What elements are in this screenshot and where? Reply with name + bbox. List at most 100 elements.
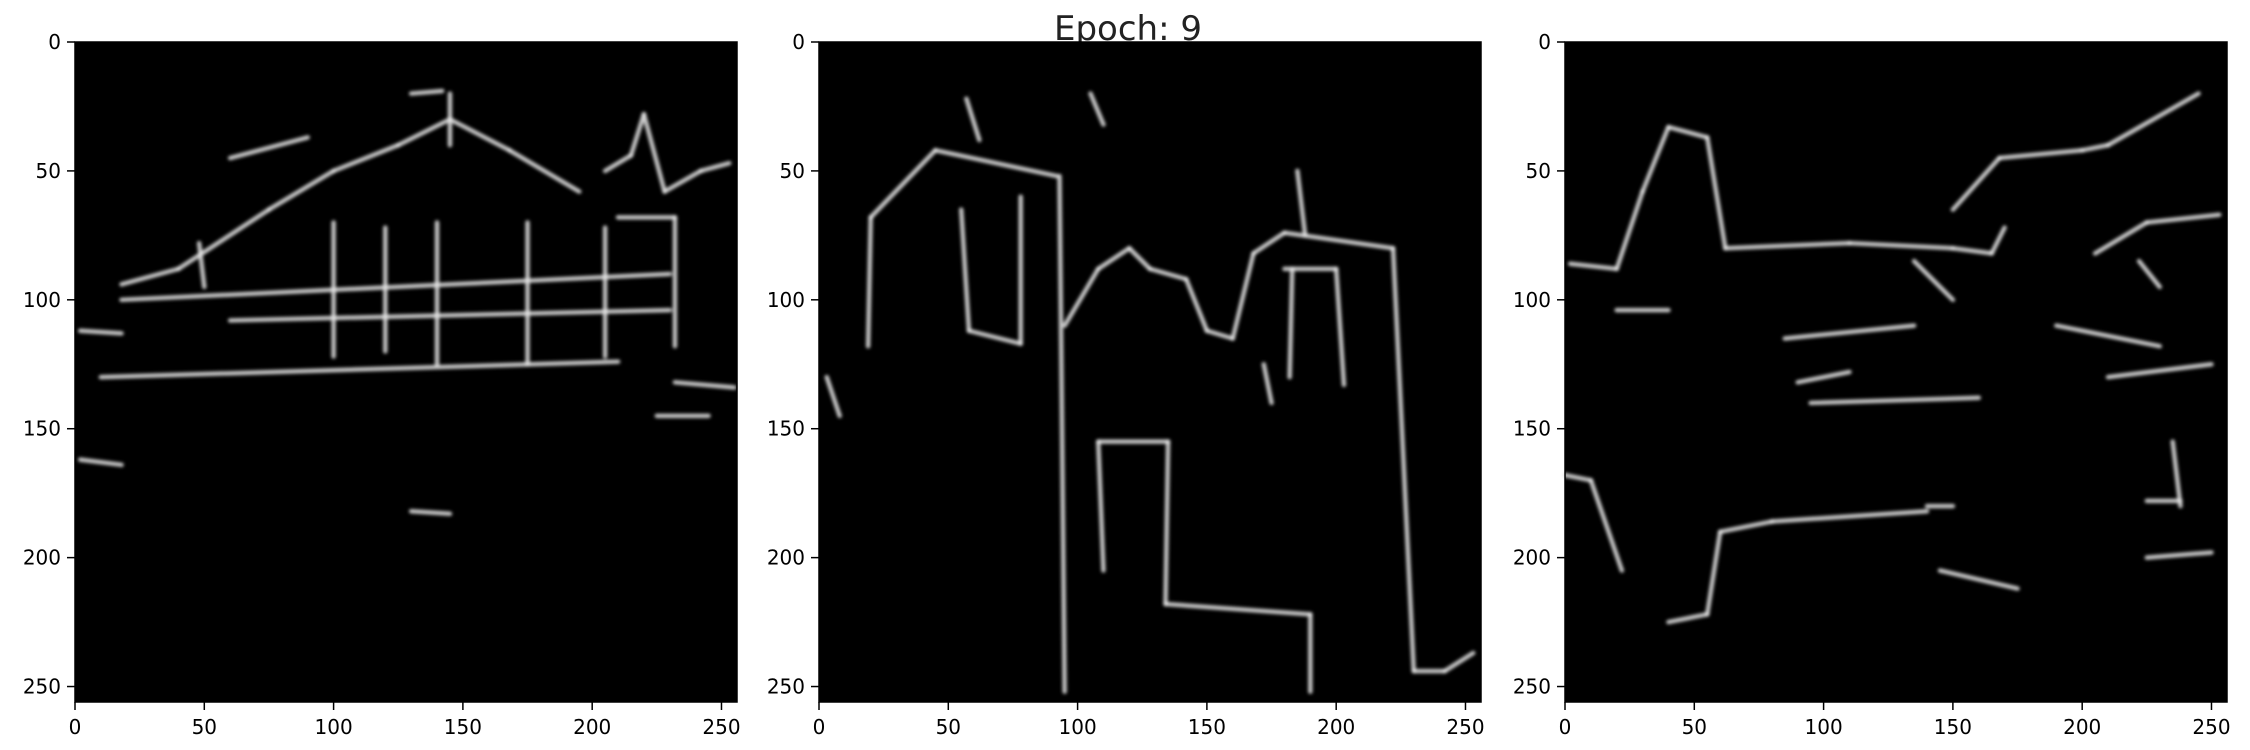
edge-segment xyxy=(1333,266,1347,388)
edge-segment xyxy=(964,96,982,143)
y-tick-label: 250 xyxy=(767,675,805,699)
edge-segment xyxy=(1717,519,1775,535)
edge-layer xyxy=(1562,91,2222,625)
edge-segment xyxy=(1997,148,2085,161)
edge-segment xyxy=(395,117,453,148)
edge-segment xyxy=(2054,323,2163,349)
y-tick-label: 50 xyxy=(36,159,61,183)
edge-segment xyxy=(1088,91,1106,127)
edge-segment xyxy=(1251,230,1287,256)
x-tick-label: 50 xyxy=(192,715,217,739)
edge-segment xyxy=(1614,189,1645,272)
image-area xyxy=(819,42,1481,702)
edge-segment xyxy=(1640,124,1671,194)
edge-segment xyxy=(1704,529,1723,617)
y-tick-label: 250 xyxy=(1513,675,1551,699)
edge-segment xyxy=(1287,266,1295,380)
y-tick-label: 150 xyxy=(23,417,61,441)
edge-segment xyxy=(1163,439,1171,607)
x-tick-label: 50 xyxy=(1682,715,1707,739)
edge-segment xyxy=(2105,362,2214,380)
edge-segment xyxy=(824,374,842,419)
edge-segment xyxy=(1666,124,1710,140)
edge-segment xyxy=(602,153,634,174)
edge-segment xyxy=(1282,230,1396,251)
edge-segment xyxy=(227,135,310,161)
edge-segment xyxy=(408,508,453,517)
edge-segment xyxy=(641,111,667,194)
edge-segment xyxy=(1808,395,1981,406)
edge-segment xyxy=(1704,135,1728,251)
x-tick-label: 0 xyxy=(813,715,826,739)
y-axis: 0 50 100 150 200 250 xyxy=(23,30,75,699)
edge-segment xyxy=(1057,173,1067,694)
y-tick-label: 100 xyxy=(767,288,805,312)
edge-segment xyxy=(1950,155,2002,212)
edge-segment xyxy=(331,142,401,174)
edge-segment xyxy=(868,148,938,220)
edge-segment xyxy=(1782,323,1917,341)
edge-segment xyxy=(176,207,272,272)
edge-segment xyxy=(1847,240,1956,251)
x-axis: 0 50 100 150 200 250 xyxy=(69,702,741,739)
edge-segment xyxy=(1096,439,1106,573)
y-tick-label: 0 xyxy=(1538,30,1551,54)
edge-segment xyxy=(1295,168,1308,238)
axes-frame xyxy=(818,41,1482,703)
x-tick-label: 150 xyxy=(1188,715,1226,739)
x-tick-label: 250 xyxy=(1446,715,1484,739)
edge-segment xyxy=(1261,362,1274,406)
edge-segment xyxy=(1096,246,1132,272)
edge-segment xyxy=(1562,472,1594,483)
x-axis: 0 50 100 150 200 250 xyxy=(1559,702,2231,739)
edge-segment xyxy=(958,207,972,333)
x-tick-label: 250 xyxy=(702,715,740,739)
x-tick-label: 200 xyxy=(573,715,611,739)
edge-segment xyxy=(865,215,873,349)
edge-segment xyxy=(672,380,737,390)
edge-segment xyxy=(1163,601,1313,617)
edge-segment xyxy=(1062,266,1101,328)
x-tick-label: 150 xyxy=(444,715,482,739)
edge-layer xyxy=(824,91,1476,694)
y-tick-label: 250 xyxy=(23,675,61,699)
image-area xyxy=(75,42,737,702)
y-tick-label: 150 xyxy=(767,417,805,441)
edge-segment xyxy=(933,148,1060,179)
x-tick-label: 200 xyxy=(2063,715,2101,739)
y-tick-label: 0 xyxy=(792,30,805,54)
edge-segment xyxy=(119,271,673,303)
y-tick-label: 200 xyxy=(1513,546,1551,570)
edge-segment xyxy=(2170,439,2183,509)
edge-segment xyxy=(1666,612,1710,625)
edge-segment xyxy=(1204,328,1235,341)
edge-segment xyxy=(447,117,512,153)
edge-segment xyxy=(698,160,732,174)
x-tick-label: 100 xyxy=(315,715,353,739)
edge-segment xyxy=(1588,478,1625,573)
x-tick-label: 200 xyxy=(1317,715,1355,739)
edge-segment xyxy=(2105,91,2201,148)
edge-segment xyxy=(1127,246,1153,272)
y-axis: 0 50 100 150 200 250 xyxy=(1513,30,1565,699)
x-tick-label: 250 xyxy=(2192,715,2230,739)
edge-segment xyxy=(2136,258,2163,290)
edge-segment xyxy=(1723,240,1852,251)
edge-segment xyxy=(507,148,582,194)
edge-segment xyxy=(77,328,124,336)
edge-segment xyxy=(266,168,336,212)
edge-segment xyxy=(1442,650,1476,674)
axes-frame xyxy=(74,41,738,703)
edge-segment xyxy=(408,88,445,96)
edge-segment xyxy=(1567,261,1619,272)
edge-segment xyxy=(2092,220,2150,256)
axes-frame xyxy=(1564,41,2228,703)
x-tick-label: 150 xyxy=(1934,715,1972,739)
x-tick-label: 100 xyxy=(1059,715,1097,739)
edge-segment xyxy=(2144,550,2214,560)
y-axis: 0 50 100 150 200 250 xyxy=(767,30,819,699)
edge-segment xyxy=(1989,225,2007,256)
x-tick-label: 50 xyxy=(936,715,961,739)
edge-layer xyxy=(77,88,737,517)
